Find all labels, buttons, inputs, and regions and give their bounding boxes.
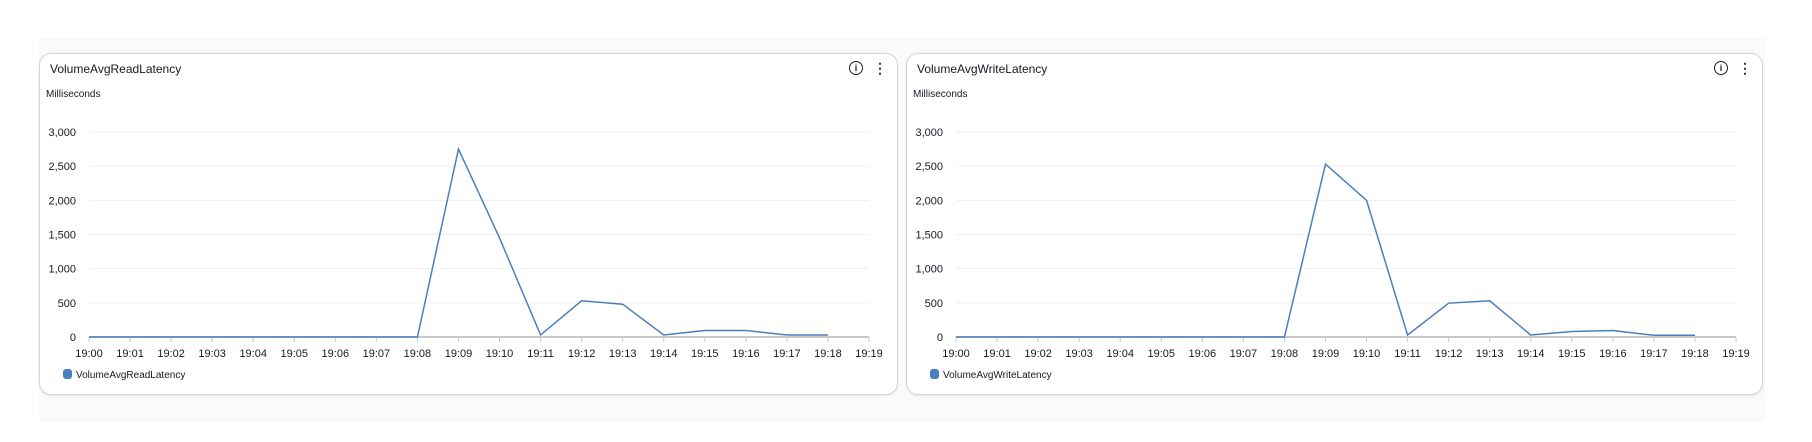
y-tick-label: 0 bbox=[70, 332, 76, 344]
y-tick-label: 500 bbox=[58, 298, 76, 310]
x-tick-label: 19:04 bbox=[239, 348, 267, 360]
y-tick-label: 1,000 bbox=[48, 264, 76, 276]
x-tick-label: 19:17 bbox=[773, 348, 801, 360]
x-tick-label: 19:00 bbox=[75, 348, 103, 360]
x-tick-label: 19:17 bbox=[1640, 348, 1668, 360]
x-tick-label: 19:05 bbox=[1147, 348, 1175, 360]
more-vertical-icon[interactable]: ⋮ bbox=[1738, 60, 1752, 76]
legend-swatch bbox=[930, 369, 939, 379]
x-tick-label: 19:11 bbox=[1394, 348, 1421, 360]
y-tick-label: 2,000 bbox=[915, 195, 943, 207]
x-tick-label: 19:09 bbox=[445, 348, 473, 360]
y-tick-label: 1,500 bbox=[915, 230, 943, 242]
legend-swatch bbox=[63, 369, 72, 379]
x-tick-label: 19:16 bbox=[1599, 348, 1627, 360]
info-icon[interactable]: i bbox=[1714, 61, 1728, 75]
x-tick-label: 19:15 bbox=[1558, 348, 1586, 360]
line-chart: Milliseconds 0 500 1,000 1,500 2,000 2,500 3,00… bbox=[913, 89, 1750, 381]
y-tick-label: 3,000 bbox=[48, 127, 76, 139]
widget-write-latency: VolumeAvgWriteLatency i ⋮ Milliseconds 0 5… bbox=[906, 53, 1763, 395]
widget-title: VolumeAvgWriteLatency bbox=[917, 62, 1048, 76]
x-tick-label: 19:07 bbox=[363, 348, 391, 360]
widget-read-latency: VolumeAvgReadLatency i ⋮ Milliseconds 0 50… bbox=[39, 53, 898, 395]
series-line bbox=[956, 162, 1695, 338]
x-tick-label: 19:14 bbox=[650, 348, 678, 360]
x-tick-label: 19:19 bbox=[855, 348, 883, 360]
legend-label: VolumeAvgReadLatency bbox=[76, 370, 185, 381]
x-tick-label: 19:10 bbox=[1353, 348, 1381, 360]
y-tick-label: 0 bbox=[937, 332, 943, 344]
x-tick-label: 19:12 bbox=[1435, 348, 1463, 360]
x-tick-label: 19:05 bbox=[280, 348, 308, 360]
x-tick-label: 19:16 bbox=[732, 348, 760, 360]
x-tick-label: 19:02 bbox=[157, 348, 185, 360]
x-tick-label: 19:19 bbox=[1722, 348, 1750, 360]
y-tick-label: 1,000 bbox=[915, 264, 943, 276]
legend-label: VolumeAvgWriteLatency bbox=[943, 370, 1052, 381]
y-tick-label: 2,500 bbox=[48, 161, 76, 173]
x-tick-label: 19:00 bbox=[942, 348, 970, 360]
x-tick-label: 19:13 bbox=[609, 348, 637, 360]
x-tick-label: 19:10 bbox=[486, 348, 514, 360]
x-tick-label: 19:02 bbox=[1024, 348, 1052, 360]
y-tick-label: 1,500 bbox=[48, 230, 76, 242]
x-tick-label: 19:01 bbox=[983, 348, 1011, 360]
x-tick-label: 19:03 bbox=[1065, 348, 1093, 360]
series-line bbox=[89, 146, 828, 338]
x-tick-label: 19:04 bbox=[1106, 348, 1134, 360]
x-tick-label: 19:08 bbox=[404, 348, 432, 360]
x-tick-label: 19:12 bbox=[568, 348, 596, 360]
x-tick-label: 19:18 bbox=[1681, 348, 1709, 360]
x-tick-label: 19:06 bbox=[1189, 348, 1217, 360]
y-axis-label: Milliseconds bbox=[913, 89, 967, 100]
more-vertical-icon[interactable]: ⋮ bbox=[873, 60, 887, 76]
x-tick-label: 19:08 bbox=[1271, 348, 1299, 360]
x-tick-label: 19:15 bbox=[691, 348, 719, 360]
x-tick-label: 19:06 bbox=[322, 348, 350, 360]
x-tick-label: 19:14 bbox=[1517, 348, 1545, 360]
x-tick-label: 19:09 bbox=[1312, 348, 1340, 360]
widget-title: VolumeAvgReadLatency bbox=[50, 62, 182, 76]
info-icon[interactable]: i bbox=[849, 61, 863, 75]
y-tick-label: 2,500 bbox=[915, 161, 943, 173]
y-axis-label: Milliseconds bbox=[46, 89, 100, 100]
x-tick-label: 19:13 bbox=[1476, 348, 1504, 360]
y-tick-label: 500 bbox=[925, 298, 943, 310]
x-tick-label: 19:18 bbox=[814, 348, 842, 360]
y-tick-label: 3,000 bbox=[915, 127, 943, 139]
x-tick-label: 19:03 bbox=[198, 348, 226, 360]
x-tick-label: 19:11 bbox=[527, 348, 554, 360]
line-chart: Milliseconds 0 500 1,000 1,500 2,000 2,500 3,00… bbox=[46, 89, 883, 381]
x-tick-label: 19:07 bbox=[1230, 348, 1258, 360]
x-tick-label: 19:01 bbox=[116, 348, 144, 360]
y-tick-label: 2,000 bbox=[48, 195, 76, 207]
